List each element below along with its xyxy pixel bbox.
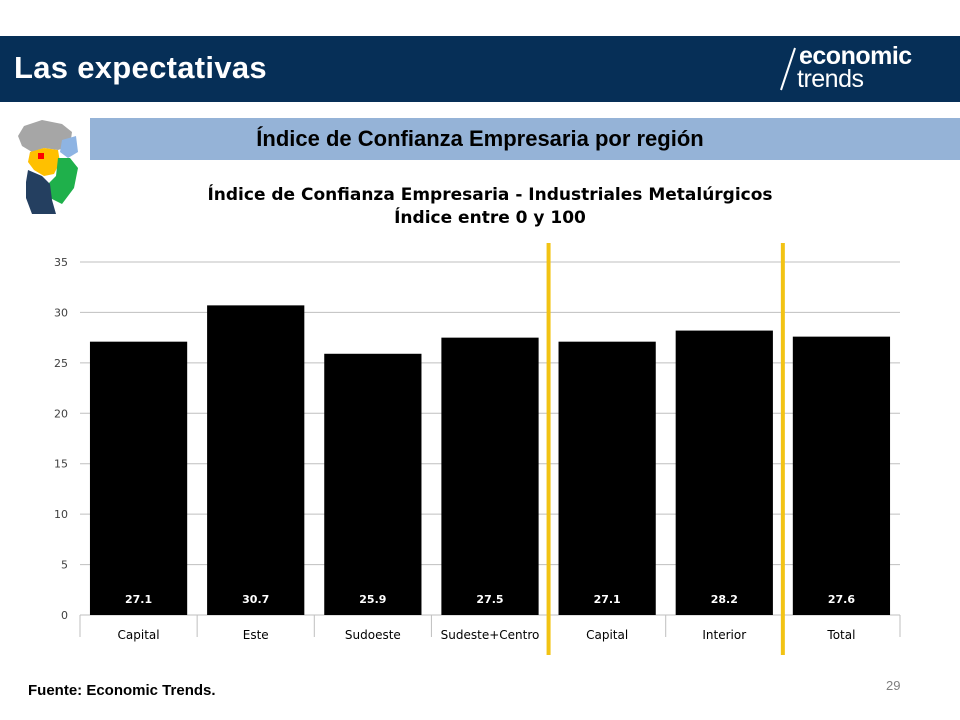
x-tick-label: Sudoeste (345, 628, 401, 642)
economic-trends-logo: economic trends (775, 42, 950, 96)
y-tick-label: 15 (54, 458, 68, 471)
x-tick-label: Interior (702, 628, 746, 642)
bar-chart: Índice de Confianza Empresaria - Industr… (0, 175, 960, 660)
x-tick-label: Total (826, 628, 855, 642)
bar (558, 341, 656, 615)
section-subtitle: Índice de Confianza Empresaria por regió… (256, 126, 704, 151)
data-label: 27.1 (594, 593, 621, 606)
bar (89, 341, 188, 615)
bar (792, 336, 891, 615)
data-label: 27.1 (125, 593, 152, 606)
x-tick-label: Capital (586, 628, 628, 642)
y-tick-label: 10 (54, 508, 68, 521)
data-label: 27.5 (476, 593, 503, 606)
x-tick-label: Este (243, 628, 269, 642)
data-label: 27.6 (828, 593, 855, 606)
data-label: 30.7 (242, 593, 269, 606)
page-title: Las expectativas (14, 50, 267, 85)
y-tick-label: 0 (61, 609, 68, 622)
y-tick-label: 25 (54, 357, 68, 370)
chart-subtitle: Índice entre 0 y 100 (394, 208, 586, 228)
logo-text-line1: economic (799, 42, 912, 70)
logo-text-line2: trends (797, 65, 864, 93)
source-note: Fuente: Economic Trends. (28, 682, 216, 699)
logo-slash-icon (780, 47, 796, 91)
x-tick-label: Capital (118, 628, 160, 642)
bar (324, 353, 422, 615)
y-tick-label: 5 (61, 559, 68, 572)
x-tick-label: Sudeste+Centro (441, 628, 540, 642)
page-number: 29 (886, 678, 901, 693)
y-tick-label: 20 (54, 407, 68, 420)
data-label: 28.2 (711, 593, 738, 606)
bar (675, 330, 773, 615)
chart-title: Índice de Confianza Empresaria - Industr… (207, 185, 773, 205)
chart-plot: 0 5 10 15 20 25 30 35 27.1 Capital 30.7 Este 25.9 Sud… (54, 243, 901, 655)
data-label: 25.9 (359, 593, 386, 606)
subtitle-band: Índice de Confianza Empresaria por regió… (90, 118, 960, 160)
y-tick-label: 35 (54, 256, 68, 269)
y-tick-label: 30 (54, 306, 68, 319)
bar (207, 305, 305, 615)
bar (441, 337, 539, 615)
argentina-regions-map-icon (18, 120, 78, 214)
header-bar: Las expectativas economic trends (0, 36, 960, 102)
